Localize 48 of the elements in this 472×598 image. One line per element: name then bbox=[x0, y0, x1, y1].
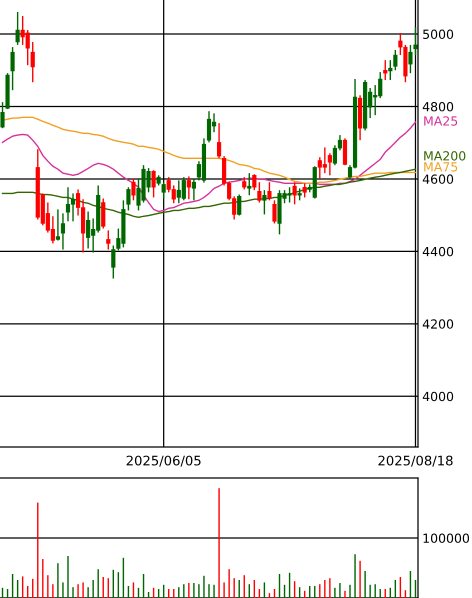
y-tick-label: 4000 bbox=[422, 392, 454, 402]
y-tick-label: 4400 bbox=[422, 246, 454, 256]
series-label: MA25 bbox=[424, 116, 458, 126]
series-label: MA75 bbox=[424, 162, 458, 172]
y-tick-label: 100000 bbox=[424, 533, 470, 543]
candlestick bbox=[272, 200, 277, 224]
candlestick bbox=[192, 178, 196, 202]
candlestick bbox=[302, 182, 307, 198]
candlestick bbox=[106, 230, 110, 250]
candlestick bbox=[216, 122, 222, 159]
candlestick bbox=[162, 182, 166, 200]
y-tick-label: 4600 bbox=[422, 174, 454, 184]
candlestick bbox=[16, 11, 20, 46]
candlestick bbox=[247, 172, 252, 196]
candlestick bbox=[111, 244, 116, 280]
x-tick-label: 2025/08/18 bbox=[378, 456, 453, 467]
candlestick bbox=[0, 101, 5, 129]
candlestick bbox=[56, 208, 60, 242]
candlestick bbox=[126, 186, 131, 212]
candlestick bbox=[186, 176, 191, 200]
y-tick-label: 5000 bbox=[423, 30, 454, 39]
candlestick bbox=[252, 174, 256, 191]
candlestick bbox=[298, 188, 302, 202]
candlestick bbox=[257, 182, 262, 204]
candlestick bbox=[393, 49, 398, 71]
candlestick bbox=[131, 178, 136, 202]
candlestick bbox=[262, 189, 266, 216]
candlestick bbox=[292, 182, 297, 205]
candlestick bbox=[267, 182, 272, 202]
line-series bbox=[2, 121, 416, 212]
y-tick-label: 4800 bbox=[422, 102, 454, 112]
candlestick bbox=[237, 194, 242, 216]
candlestick bbox=[413, 26, 418, 56]
candlestick bbox=[30, 41, 35, 83]
candlestick bbox=[383, 59, 388, 81]
candlestick bbox=[10, 46, 15, 91]
candlestick bbox=[152, 170, 156, 198]
line-series bbox=[2, 168, 416, 218]
series-label: MA200 bbox=[424, 151, 466, 161]
candlestick bbox=[388, 59, 392, 81]
candlestick bbox=[156, 174, 161, 186]
candlestick bbox=[328, 152, 332, 176]
y-tick-label: 4200 bbox=[422, 319, 454, 329]
x-tick-label: 2025/06/05 bbox=[126, 456, 201, 467]
candlestick bbox=[242, 176, 246, 190]
candlestick bbox=[408, 44, 413, 74]
candlestick bbox=[101, 198, 106, 230]
candlestick bbox=[60, 212, 66, 250]
